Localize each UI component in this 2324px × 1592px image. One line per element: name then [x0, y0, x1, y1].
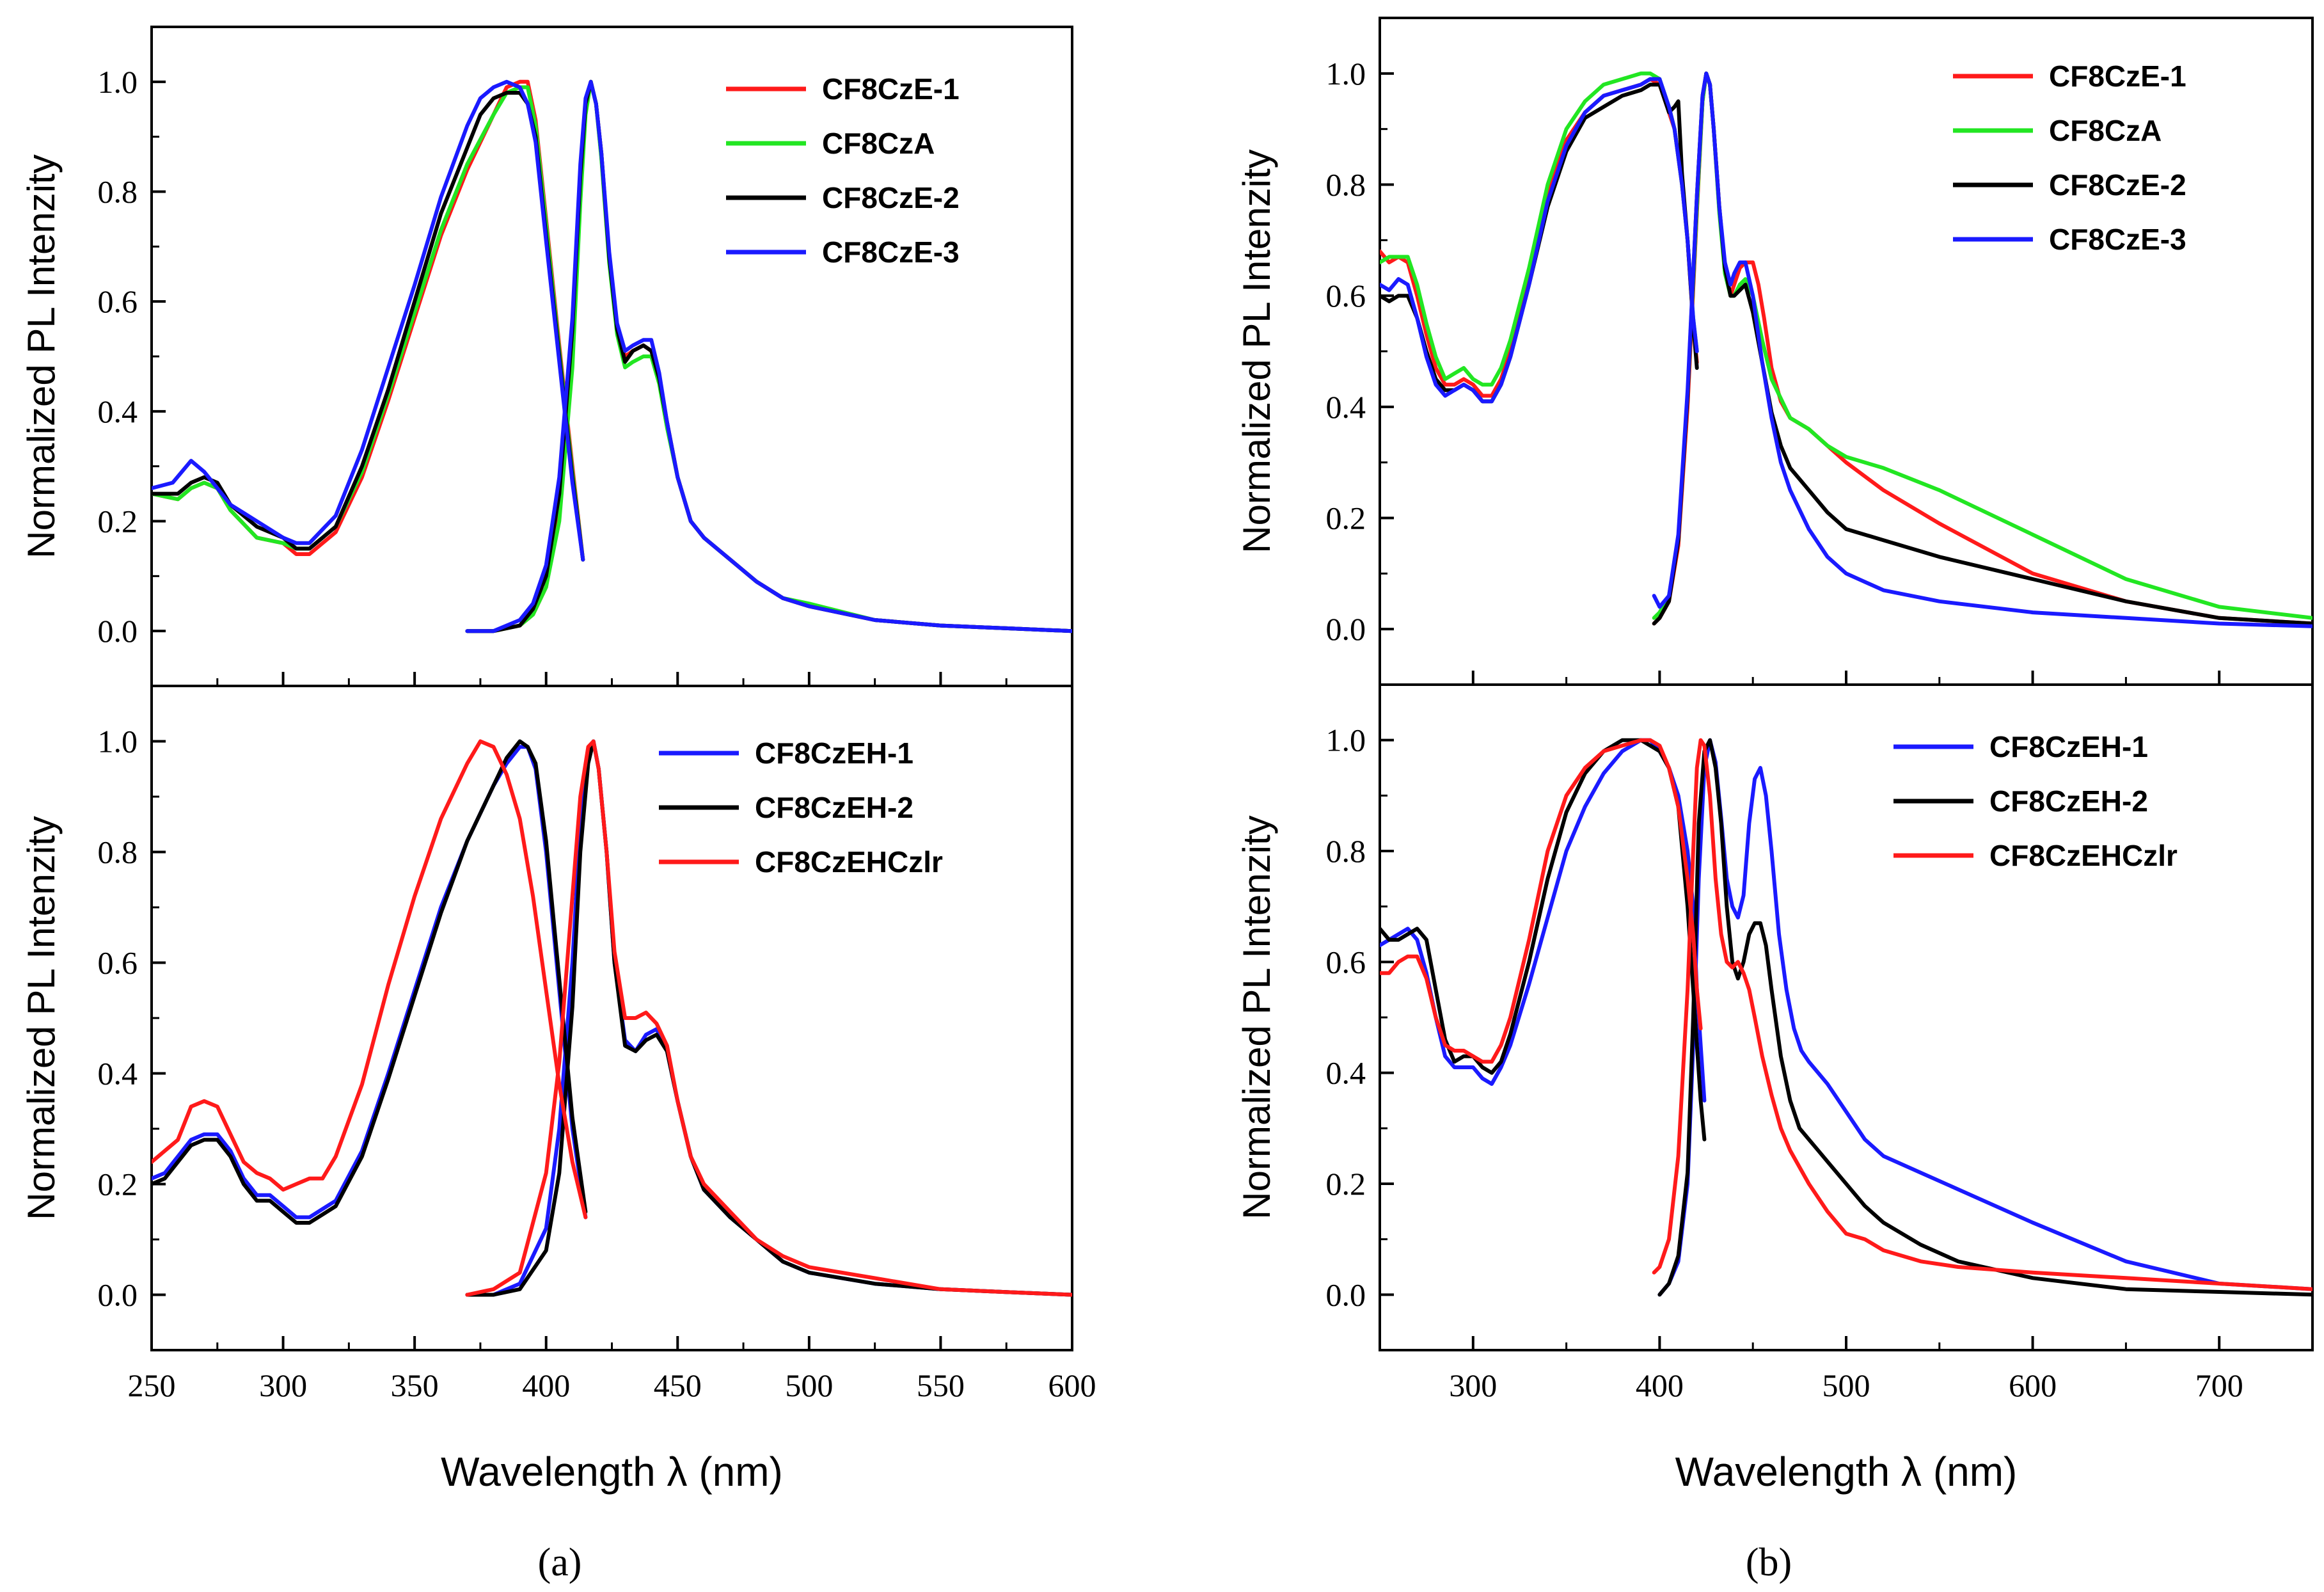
legend: CF8CzE-1 CF8CzA CF8CzE-2 CF8CzE-3 — [1953, 60, 2186, 256]
x-tick-label: 250 — [128, 1367, 176, 1403]
y-tick-label: 0.2 — [1326, 500, 1366, 536]
series-CF8CzEH-1-excitation — [1380, 738, 1707, 1102]
subplot-a-bottom: 0.0 0.2 0.4 0.6 0.8 1.0 250 300 350 400 450 500 550 6… — [20, 685, 1096, 1495]
x-tick-label: 400 — [522, 1367, 570, 1403]
series-CF8CzEHCzIr-excitation — [152, 739, 588, 1220]
y-tick-label: 0.2 — [1326, 1166, 1366, 1202]
legend-label: CF8CzE-1 — [822, 72, 960, 106]
series-lines — [152, 739, 1072, 1297]
series-CF8CzEHCzIr-emission — [465, 739, 1072, 1297]
y-tick-label: 0.0 — [98, 1277, 138, 1313]
y-tick-label: 0.4 — [1326, 389, 1366, 425]
series-CF8CzE-3-emission — [1652, 71, 2312, 628]
y-tick-label: 0.0 — [1326, 611, 1366, 647]
y-tick-label: 0.6 — [1326, 278, 1366, 314]
y-tick-label: 0.4 — [98, 1056, 138, 1092]
series-CF8CzEH-1-emission — [1657, 738, 2312, 1297]
legend: CF8CzEH-1 CF8CzEH-2 CF8CzEHCzlr — [659, 736, 943, 879]
y-tick-label: 0.8 — [1326, 833, 1366, 869]
series-lines — [1380, 738, 2312, 1297]
x-tick-label: 500 — [1822, 1367, 1870, 1403]
subplot-b-top: 0.0 0.2 0.4 0.6 0.8 1.0 Normalized PL Intenzit… — [1235, 17, 2314, 686]
x-tick-label: 600 — [2009, 1367, 2057, 1403]
y-tick-label: 1.0 — [1326, 56, 1366, 92]
x-tick-label: 350 — [391, 1367, 439, 1403]
y-tick-label: 0.6 — [98, 283, 138, 319]
x-tick-label: 500 — [785, 1367, 833, 1403]
series-CF8CzE-3-emission — [465, 79, 1072, 633]
legend-label: CF8CzEH-2 — [755, 791, 913, 824]
legend-label: CF8CzEHCzlr — [1989, 839, 2178, 872]
y-axis-label: Normalized PL Intenzity — [20, 154, 63, 558]
y-tick-label: 0.4 — [1326, 1055, 1366, 1091]
y-axis-label: Normalized PL Intenzity — [1235, 149, 1278, 553]
legend-label: CF8CzEH-2 — [1989, 784, 2148, 818]
y-axis-label: Normalized PL Intenzity — [1235, 815, 1278, 1219]
y-tick-label: 0.6 — [98, 945, 138, 981]
y-tick-label: 0.8 — [98, 834, 138, 870]
y-tick-label: 1.0 — [1326, 722, 1366, 758]
panel-label-a: (a) — [538, 1541, 582, 1584]
x-tick-label: 550 — [917, 1367, 965, 1403]
y-tick-label: 0.6 — [1326, 944, 1366, 980]
legend-label: CF8CzA — [822, 127, 935, 160]
panel-label-b: (b) — [1746, 1541, 1792, 1584]
series-lines — [1380, 71, 2312, 628]
legend-label: CF8CzE-2 — [2049, 168, 2186, 202]
y-axis-label: Normalized PL Intenzity — [20, 816, 63, 1220]
x-tick-label: 300 — [259, 1367, 307, 1403]
y-tick-label: 0.0 — [1326, 1277, 1366, 1312]
legend-label: CF8CzEH-1 — [755, 736, 913, 770]
x-tick-label: 600 — [1048, 1367, 1096, 1403]
y-tick-label: 0.8 — [1326, 167, 1366, 203]
legend: CF8CzEH-1 CF8CzEH-2 CF8CzEHCzlr — [1893, 730, 2178, 872]
series-CF8CzEH-2-emission — [465, 739, 1072, 1297]
y-tick-label: 0.2 — [98, 504, 138, 539]
x-tick-label: 300 — [1449, 1367, 1497, 1403]
x-tick-label: 450 — [654, 1367, 702, 1403]
x-tick-label: 700 — [2195, 1367, 2243, 1403]
legend-label: CF8CzEHCzlr — [755, 845, 943, 879]
series-CF8CzE-3-excitation — [152, 79, 585, 562]
legend-label: CF8CzE-2 — [822, 181, 960, 214]
legend: CF8CzE-1 CF8CzA CF8CzE-2 CF8CzE-3 — [726, 72, 960, 269]
legend-label: CF8CzA — [2049, 114, 2162, 147]
subplot-a-top: 0.0 0.2 0.4 0.6 0.8 1.0 Normalized PL Intenzit… — [20, 26, 1073, 687]
y-tick-label: 0.4 — [98, 394, 138, 429]
series-CF8CzEH-2-excitation — [152, 739, 588, 1225]
x-tick-label: 400 — [1636, 1367, 1684, 1403]
legend-label: CF8CzE-1 — [2049, 60, 2186, 93]
subplot-b-bottom: 0.0 0.2 0.4 0.6 0.8 1.0 300 400 500 600 700 Normali… — [1235, 683, 2314, 1495]
y-tick-label: 0.0 — [98, 613, 138, 649]
y-tick-label: 0.2 — [98, 1166, 138, 1202]
series-CF8CzEHCzIr-excitation — [1380, 738, 1703, 1064]
x-axis-label: Wavelength λ (nm) — [1675, 1449, 2018, 1495]
x-axis-label: Wavelength λ (nm) — [441, 1449, 783, 1495]
series-CF8CzEHCzIr-emission — [1652, 738, 2312, 1291]
legend-label: CF8CzE-3 — [2049, 223, 2186, 256]
y-tick-label: 1.0 — [98, 724, 138, 760]
series-lines — [152, 79, 1072, 633]
y-tick-label: 1.0 — [98, 64, 138, 100]
legend-label: CF8CzEH-1 — [1989, 730, 2148, 763]
series-CF8CzEH-2-emission — [1657, 738, 2312, 1297]
legend-label: CF8CzE-3 — [822, 235, 960, 269]
series-CF8CzE-3-excitation — [1380, 77, 1699, 404]
y-tick-label: 0.8 — [98, 174, 138, 210]
